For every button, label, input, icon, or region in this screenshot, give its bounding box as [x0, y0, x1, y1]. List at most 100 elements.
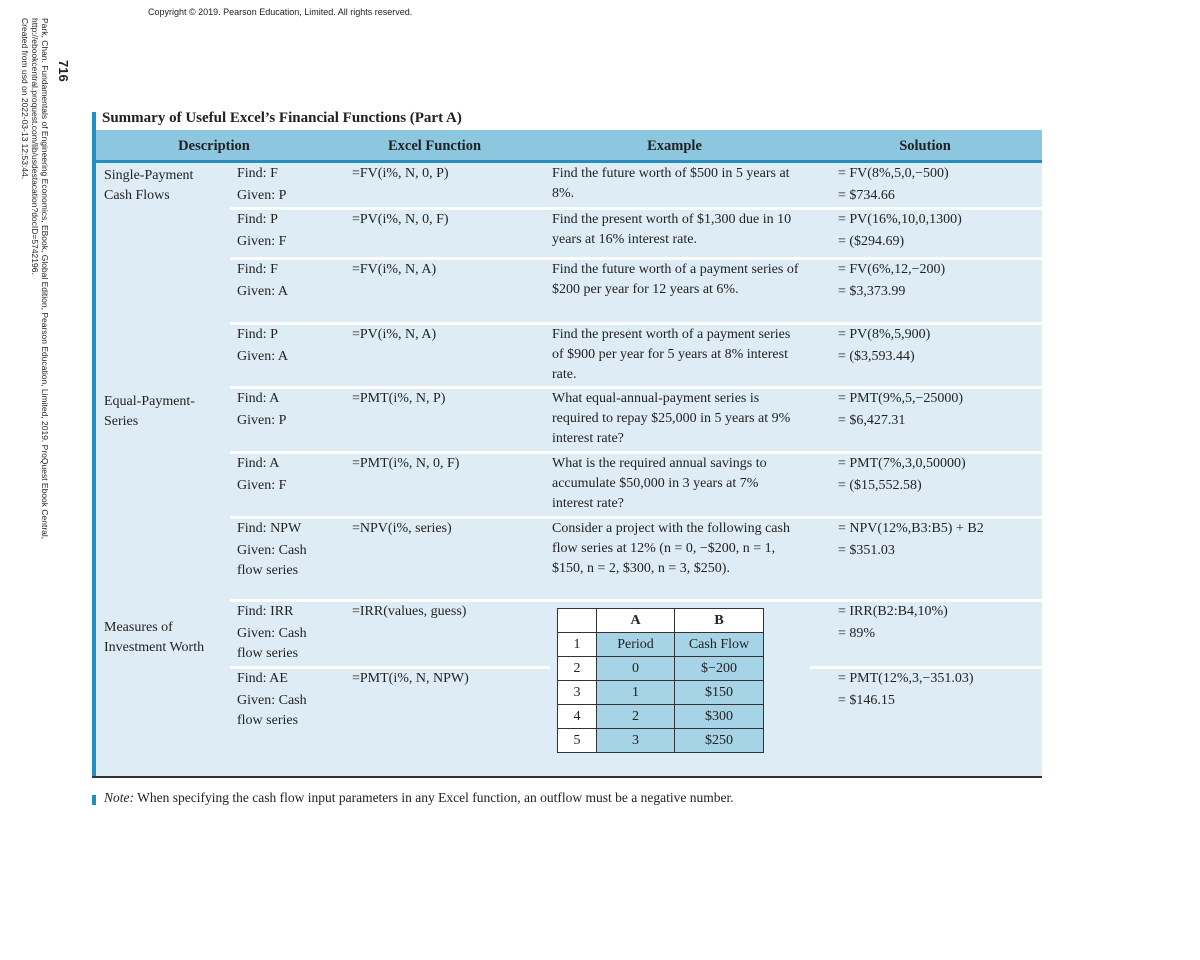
spreadsheet: A B 1 Period Cash Flow 2 0 $−200 3 1 $150 4 2 $300 5 3 $…	[557, 608, 764, 753]
column-header: Example	[647, 138, 702, 154]
given: Given: Cash flow series	[237, 693, 307, 728]
table-title: Summary of Useful Excel’s Financial Func…	[102, 110, 462, 126]
group-label: Measures of Investment Worth	[104, 620, 205, 655]
sheet-row-number: 1	[557, 632, 597, 657]
given: Given: Cash flow series	[237, 626, 307, 661]
citation-line: http://ebookcentral.proquest.com/lib/usd…	[30, 18, 40, 275]
sheet-cell: $250	[674, 728, 764, 753]
copyright: Copyright © 2019. Pearson Education, Lim…	[148, 7, 413, 17]
excel-function: =PMT(i%, N, P)	[352, 391, 446, 406]
solution: = PV(16%,10,0,1300)	[838, 212, 962, 227]
solution: = FV(8%,5,0,−500)	[838, 166, 949, 181]
sheet-column: B	[674, 608, 764, 633]
sheet-row: 4 2 $300	[557, 704, 764, 729]
sheet-cell: Cash Flow	[674, 632, 764, 657]
find: Find: A	[237, 456, 280, 471]
row-separator	[230, 451, 1042, 454]
column-header: Excel Function	[387, 138, 482, 154]
example: What equal-annual-payment series is requ…	[552, 391, 791, 446]
header-rule	[96, 160, 1042, 163]
accent-bar	[92, 112, 96, 778]
excel-function: =FV(i%, N, 0, P)	[352, 166, 449, 181]
citation-line: Park, Chan. Fundamentals of Engineering …	[40, 18, 50, 540]
find: Find: AE	[237, 671, 288, 686]
excel-function: =FV(i%, N, A)	[352, 262, 437, 277]
group-label: Single-Payment Cash Flows	[104, 168, 194, 203]
sheet-row: 5 3 $250	[557, 728, 764, 753]
example: Find the future worth of $500 in 5 years…	[552, 166, 790, 201]
find: Find: P	[237, 327, 278, 342]
column-header: Description	[178, 138, 250, 154]
sheet-corner	[557, 608, 597, 633]
excel-function: =PMT(i%, N, 0, F)	[352, 456, 460, 471]
find: Find: IRR	[237, 604, 294, 619]
sheet-cell: 2	[596, 704, 675, 729]
solution: = PMT(7%,3,0,50000)	[838, 456, 966, 471]
note-label: Note:	[104, 790, 134, 805]
sheet-row: 1 Period Cash Flow	[557, 632, 764, 657]
row-separator	[230, 322, 1042, 325]
sheet-cell: 1	[596, 680, 675, 705]
row-separator	[230, 516, 1042, 519]
sheet-column: A	[596, 608, 675, 633]
find: Find: F	[237, 262, 278, 277]
find: Find: A	[237, 391, 280, 406]
example: Find the future worth of a payment serie…	[552, 262, 799, 297]
note: Note: When specifying the cash flow inpu…	[104, 790, 734, 806]
given: Given: P	[237, 413, 287, 428]
example: Find the present worth of $1,300 due in …	[552, 212, 792, 247]
sheet-row-number: 4	[557, 704, 597, 729]
row-separator	[230, 207, 1042, 210]
header-row	[96, 130, 1042, 161]
solution: = $6,427.31	[838, 413, 906, 428]
row-separator	[810, 666, 1042, 669]
solution: = 89%	[838, 626, 876, 641]
solution: = ($3,593.44)	[838, 349, 915, 364]
sheet-row: 2 0 $−200	[557, 656, 764, 681]
excel-function: =PMT(i%, N, NPW)	[352, 671, 469, 686]
example: Consider a project with the following ca…	[552, 521, 790, 576]
solution: = $146.15	[838, 693, 895, 708]
column-header: Solution	[899, 138, 951, 154]
given: Given: Cash flow series	[237, 543, 307, 578]
solution: = PV(8%,5,900)	[838, 327, 931, 342]
given: Given: P	[237, 188, 287, 203]
sheet-cell: 0	[596, 656, 675, 681]
solution: = $3,373.99	[838, 284, 906, 299]
row-separator	[230, 386, 1042, 389]
bottom-rule	[92, 776, 1042, 778]
sheet-row-number: 2	[557, 656, 597, 681]
example: What is the required annual savings to a…	[552, 456, 767, 511]
row-separator	[230, 599, 1042, 602]
given: Given: F	[237, 478, 287, 493]
sheet-cell: $150	[674, 680, 764, 705]
note-bar	[92, 795, 96, 805]
solution: = NPV(12%,B3:B5) + B2	[838, 521, 984, 536]
sheet-cell: $−200	[674, 656, 764, 681]
excel-function: =PV(i%, N, 0, F)	[352, 212, 449, 227]
given: Given: A	[237, 284, 288, 299]
group-label: Equal-Payment-Series	[104, 394, 195, 429]
sheet-row-number: 5	[557, 728, 597, 753]
solution: = PMT(12%,3,−351.03)	[838, 671, 974, 686]
note-text: When specifying the cash flow input para…	[137, 790, 734, 805]
excel-function: =PV(i%, N, A)	[352, 327, 437, 342]
solution: = ($294.69)	[838, 234, 905, 249]
sheet-cell: Period	[596, 632, 675, 657]
solution: = $734.66	[838, 188, 895, 203]
find: Find: NPW	[237, 521, 302, 536]
solution: = PMT(9%,5,−25000)	[838, 391, 964, 406]
sheet-row-number: 3	[557, 680, 597, 705]
row-separator	[230, 666, 550, 669]
given: Given: F	[237, 234, 287, 249]
example: Find the present worth of a payment seri…	[552, 327, 791, 382]
citation-line: Created from usd on 2022-03-13 12:53:44.	[20, 18, 30, 180]
find: Find: P	[237, 212, 278, 227]
sheet-cell: 3	[596, 728, 675, 753]
sheet-cell: $300	[674, 704, 764, 729]
sheet-row: 3 1 $150	[557, 680, 764, 705]
solution: = IRR(B2:B4,10%)	[838, 604, 948, 619]
citation: Park, Chan. Fundamentals of Engineering …	[20, 18, 50, 539]
